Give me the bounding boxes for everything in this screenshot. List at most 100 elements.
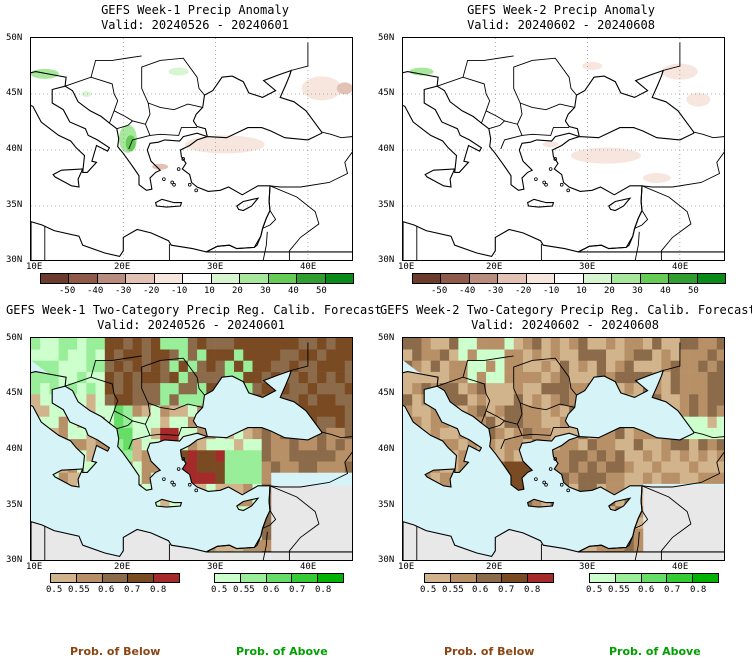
prob-above-swatch	[266, 574, 293, 582]
anomaly-tick-label: -40	[459, 286, 476, 296]
prob-cell	[449, 360, 459, 372]
lat-label: 30N	[378, 255, 395, 265]
prob-cell	[261, 461, 272, 473]
prob-cell	[541, 394, 551, 406]
prob-below-swatch	[476, 574, 503, 582]
prob-above-swatch	[590, 574, 616, 582]
lat-label: 45N	[6, 88, 23, 98]
prob-cell	[661, 382, 671, 395]
island-outline	[194, 488, 198, 493]
prob-cell	[486, 349, 496, 361]
prob-cell	[532, 338, 542, 350]
prob-cell	[652, 472, 662, 484]
anomaly-tick-label: -50	[431, 286, 448, 296]
prob-cell	[150, 371, 161, 384]
prob-cell	[522, 427, 533, 440]
anomaly-tick-label: 30	[260, 286, 271, 296]
prob-cell	[624, 427, 635, 440]
prob-cell	[234, 450, 244, 462]
prob-tick-label: 0.55	[68, 585, 90, 595]
prob-cell	[132, 382, 143, 395]
island-outline	[176, 467, 181, 471]
prob-cell	[606, 360, 616, 372]
prob-cell	[541, 405, 551, 417]
prob-cell	[67, 338, 78, 350]
map-panel-week1-anomaly	[30, 37, 353, 261]
prob-cell	[206, 382, 216, 395]
prob-cell	[412, 349, 422, 361]
prob-cell	[606, 450, 616, 462]
prob-cell	[270, 438, 281, 451]
prob-cell	[633, 461, 644, 473]
prob-below-swatch	[528, 574, 553, 582]
prob-cell	[344, 427, 352, 440]
prob-cell	[280, 360, 290, 372]
prob-cell	[197, 382, 207, 395]
prob-tick-label: 0.55	[608, 585, 630, 595]
country-border	[516, 102, 575, 125]
anomaly-shading	[642, 173, 671, 183]
prob-cell	[169, 371, 179, 384]
prob-cell	[289, 438, 299, 451]
lat-label: 45N	[378, 88, 395, 98]
prob-cell	[289, 338, 299, 350]
prob-cell	[160, 360, 170, 372]
anomaly-tick-label: -10	[543, 286, 560, 296]
prob-above-swatch	[641, 574, 668, 582]
prob-cell	[187, 382, 198, 395]
prob-tick-label: 0.7	[289, 585, 306, 595]
prob-cell	[234, 461, 244, 473]
prob-tick-label: 0.55	[442, 585, 464, 595]
country-border	[64, 76, 119, 124]
anomaly-shading	[184, 135, 265, 154]
prob-cell	[86, 461, 96, 473]
prob-cell	[40, 382, 50, 395]
prob-cell	[252, 371, 263, 384]
prob-cell	[652, 461, 662, 473]
anomaly-tick-label: 50	[316, 286, 327, 296]
prob-cell	[412, 394, 422, 406]
country-border	[144, 102, 203, 125]
prob-cell	[234, 338, 244, 350]
prob-cell	[40, 338, 50, 350]
prob-cell	[698, 360, 708, 372]
lon-label: 40E	[672, 562, 689, 572]
prob-cell	[587, 461, 598, 473]
prob-cell	[439, 360, 450, 372]
prob-cell	[123, 382, 133, 395]
prob-above-colorbar-week2	[589, 573, 719, 583]
prob-cell	[633, 517, 644, 529]
prob-cell	[141, 382, 152, 395]
lat-label: 50N	[378, 333, 395, 343]
map-panel-week1-twocat	[30, 337, 353, 561]
anomaly-tick-label: 40	[288, 286, 299, 296]
prob-cell	[344, 450, 352, 462]
country-border	[516, 402, 575, 425]
prob-cell	[513, 427, 524, 440]
prob-cell	[689, 349, 699, 361]
prob-cell	[587, 472, 598, 484]
prob-cell	[707, 338, 718, 350]
prob-above-colorbar-week1	[214, 573, 344, 583]
island-outline	[542, 480, 546, 485]
prob-cell	[224, 461, 235, 473]
lon-label: 10E	[26, 262, 43, 272]
anomaly-tick-label: 40	[660, 286, 671, 296]
island-outline	[534, 177, 538, 181]
anomaly-tick-label: -40	[87, 286, 104, 296]
lon-label: 40E	[300, 562, 317, 572]
prob-cell	[615, 483, 625, 496]
country-border	[641, 485, 692, 560]
prob-cell	[160, 416, 170, 428]
country-border	[693, 431, 724, 439]
prob-cell	[123, 427, 133, 440]
prob-cell	[698, 461, 708, 473]
prob-cell	[40, 360, 50, 372]
prob-cell	[661, 438, 671, 451]
prob-cell	[642, 450, 653, 462]
prob-cell	[197, 371, 207, 384]
prob-cell	[439, 472, 450, 484]
prob-below-swatch	[128, 574, 155, 582]
prob-cell	[578, 438, 588, 451]
prob-cell	[679, 461, 690, 473]
